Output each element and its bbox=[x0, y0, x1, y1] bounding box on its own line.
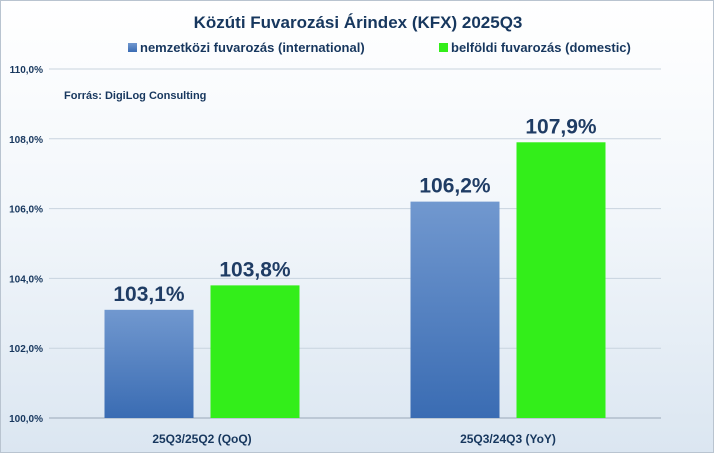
y-tick-label: 106,0% bbox=[9, 205, 43, 216]
legend-swatch-domestic bbox=[439, 43, 448, 52]
legend-label-international: nemzetközi fuvarozás (international) bbox=[140, 40, 365, 55]
data-label: 106,2% bbox=[419, 175, 491, 198]
y-tick-label: 102,0% bbox=[9, 344, 43, 355]
bars bbox=[104, 142, 606, 419]
bar-domestic bbox=[516, 142, 606, 419]
y-tick-label: 110,0% bbox=[10, 65, 43, 76]
source-note: Forrás: DigiLog Consulting bbox=[64, 90, 206, 102]
data-label: 103,1% bbox=[113, 283, 185, 306]
legend: nemzetközi fuvarozás (international) bel… bbox=[128, 40, 631, 55]
data-labels: 103,1% 103,8% 106,2% 107,9% bbox=[113, 115, 597, 306]
data-label: 103,8% bbox=[219, 258, 291, 281]
y-axis-ticks: 100,0% 102,0% 104,0% 106,0% 108,0% 110,0% bbox=[9, 65, 43, 425]
y-tick-label: 108,0% bbox=[9, 135, 43, 146]
bar-domestic bbox=[210, 285, 300, 418]
legend-swatch-international bbox=[128, 43, 137, 52]
category-labels: 25Q3/25Q2 (QoQ) 25Q3/24Q3 (YoY) bbox=[152, 432, 556, 446]
legend-label-domestic: belföldi fuvarozás (domestic) bbox=[451, 40, 631, 55]
category-label: 25Q3/24Q3 (YoY) bbox=[460, 432, 556, 446]
category-label: 25Q3/25Q2 (QoQ) bbox=[152, 432, 251, 446]
y-tick-label: 104,0% bbox=[9, 274, 43, 285]
y-tick-label: 100,0% bbox=[9, 414, 43, 425]
data-label: 107,9% bbox=[525, 115, 597, 138]
bar-international bbox=[104, 309, 194, 418]
bar-international bbox=[410, 201, 500, 418]
chart-title: Közúti Fuvarozási Árindex (KFX) 2025Q3 bbox=[194, 13, 523, 32]
